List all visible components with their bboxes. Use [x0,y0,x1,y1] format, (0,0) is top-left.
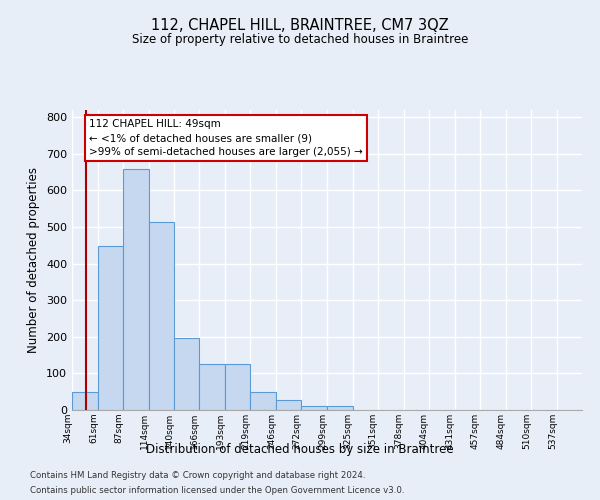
Text: 112 CHAPEL HILL: 49sqm
← <1% of detached houses are smaller (9)
>99% of semi-det: 112 CHAPEL HILL: 49sqm ← <1% of detached… [89,119,363,157]
Text: Size of property relative to detached houses in Braintree: Size of property relative to detached ho… [132,32,468,46]
Bar [98,246,123,410]
Text: Distribution of detached houses by size in Braintree: Distribution of detached houses by size … [146,442,454,456]
Bar [328,406,353,410]
Text: 112, CHAPEL HILL, BRAINTREE, CM7 3QZ: 112, CHAPEL HILL, BRAINTREE, CM7 3QZ [151,18,449,32]
Bar [225,364,250,410]
Bar [149,222,174,410]
Bar [199,364,225,410]
Text: Contains public sector information licensed under the Open Government Licence v3: Contains public sector information licen… [30,486,404,495]
Text: Contains HM Land Registry data © Crown copyright and database right 2024.: Contains HM Land Registry data © Crown c… [30,471,365,480]
Bar [301,406,328,410]
Bar [174,338,199,410]
Bar [277,400,301,410]
Y-axis label: Number of detached properties: Number of detached properties [28,167,40,353]
Bar [123,168,149,410]
Bar [250,392,277,410]
Bar [72,392,98,410]
